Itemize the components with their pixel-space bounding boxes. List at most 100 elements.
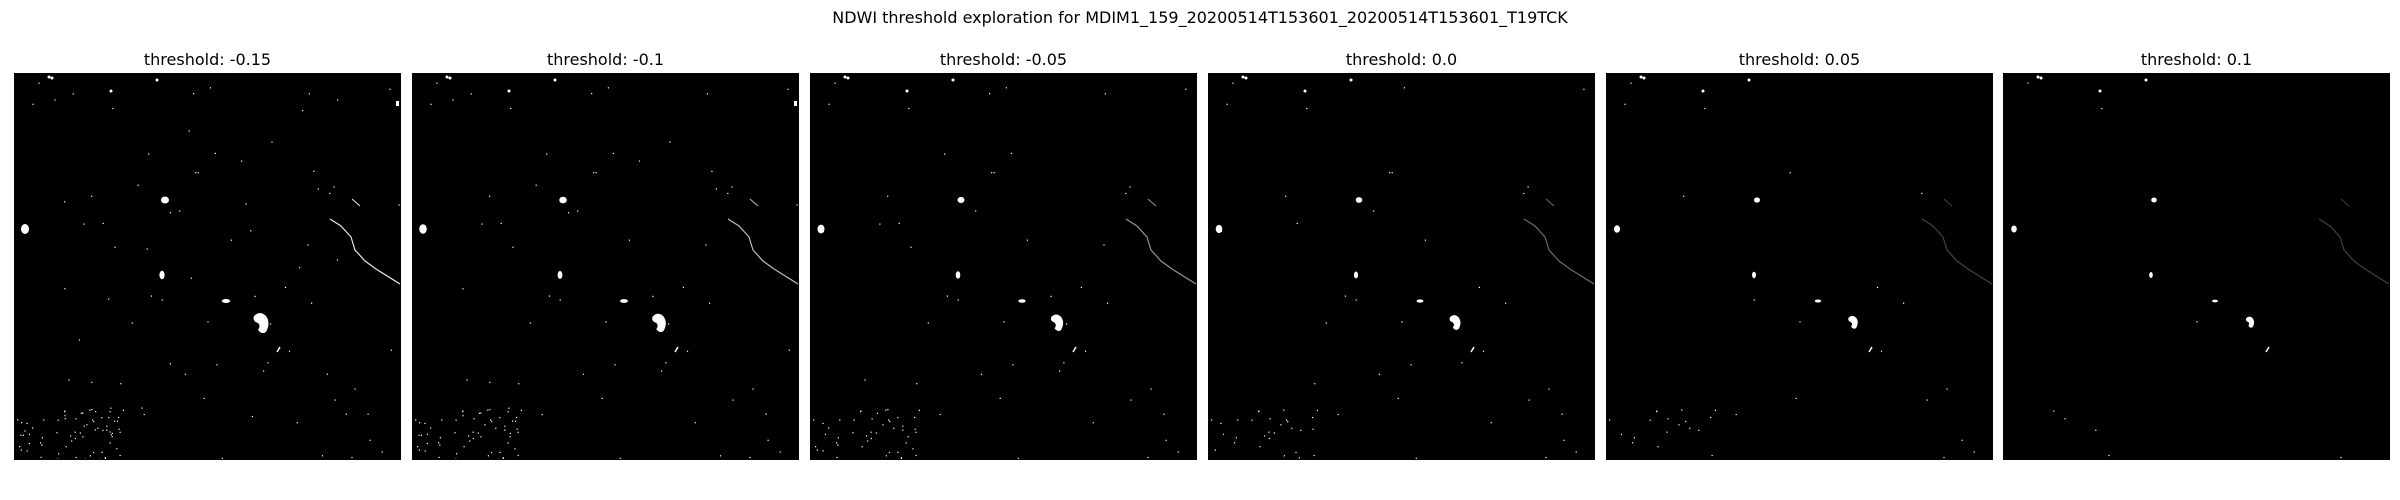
lake-shape bbox=[1814, 299, 1822, 303]
noise-pixel bbox=[1624, 103, 1626, 105]
panel-title: threshold: -0.15 bbox=[143, 50, 272, 69]
noise-pixel bbox=[914, 428, 916, 430]
noise-pixel bbox=[336, 259, 339, 261]
noise-pixel bbox=[490, 419, 492, 421]
noise-pixel bbox=[1092, 422, 1094, 424]
noise-pixel bbox=[517, 431, 519, 433]
noise-pixel bbox=[860, 411, 862, 413]
noise-pixel bbox=[706, 93, 708, 95]
edge-fleck bbox=[396, 101, 399, 106]
lake-shape bbox=[957, 196, 965, 204]
noise-pixel bbox=[79, 432, 81, 434]
noise-pixel bbox=[2064, 418, 2066, 420]
noise-pixel bbox=[58, 453, 60, 455]
noise-pixel bbox=[118, 428, 120, 430]
noise-pixel bbox=[28, 433, 31, 435]
noise-pixel bbox=[2053, 410, 2055, 412]
noise-pixel bbox=[1237, 419, 1239, 421]
noise-pixel bbox=[870, 431, 872, 433]
noise-pixel bbox=[1710, 416, 1712, 419]
water-speck bbox=[47, 75, 51, 79]
lake-shape bbox=[1613, 225, 1621, 233]
noise-pixel bbox=[518, 383, 520, 385]
noise-pixel bbox=[1235, 437, 1237, 439]
water-mask-image bbox=[412, 73, 799, 460]
noise-pixel bbox=[284, 286, 286, 288]
noise-pixel bbox=[1876, 286, 1878, 288]
noise-pixel bbox=[912, 448, 914, 450]
noise-pixel bbox=[1220, 422, 1222, 424]
noise-pixel bbox=[462, 415, 464, 417]
water-speck bbox=[109, 89, 113, 93]
inlet-line bbox=[1470, 346, 1475, 353]
noise-pixel bbox=[669, 141, 671, 143]
noise-pixel bbox=[216, 364, 218, 366]
noise-pixel bbox=[141, 407, 143, 409]
water-mask-svg bbox=[2011, 75, 2389, 459]
noise-pixel bbox=[1314, 383, 1316, 385]
noise-pixel bbox=[1657, 446, 1659, 448]
noise-pixel bbox=[1285, 195, 1287, 197]
noise-pixel bbox=[705, 244, 707, 246]
noise-pixel bbox=[91, 195, 93, 197]
noise-pixel bbox=[559, 299, 561, 301]
noise-pixel bbox=[1681, 409, 1683, 411]
noise-pixel bbox=[591, 93, 593, 95]
noise-pixel bbox=[1337, 413, 1339, 416]
noise-pixel bbox=[106, 429, 108, 431]
noise-pixel bbox=[477, 432, 479, 434]
noise-pixel bbox=[1789, 172, 1791, 174]
noise-pixel bbox=[1163, 413, 1165, 415]
noise-pixel bbox=[72, 93, 74, 95]
noise-pixel bbox=[472, 431, 474, 433]
noise-pixel bbox=[1296, 222, 1298, 224]
noise-pixel bbox=[504, 425, 506, 427]
noise-pixel bbox=[1528, 399, 1530, 401]
water-speck bbox=[1642, 76, 1646, 80]
river-line bbox=[1125, 218, 1196, 285]
inlet-line bbox=[276, 346, 281, 353]
noise-pixel bbox=[472, 437, 474, 440]
noise-pixel bbox=[481, 223, 483, 225]
panel-title: threshold: 0.1 bbox=[2140, 50, 2253, 69]
noise-pixel bbox=[918, 409, 920, 411]
noise-pixel bbox=[989, 93, 991, 95]
noise-pixel bbox=[120, 383, 122, 385]
noise-pixel bbox=[430, 427, 432, 429]
lake-shape bbox=[2151, 197, 2157, 203]
noise-pixel bbox=[914, 416, 916, 419]
water-mask-image bbox=[14, 73, 401, 460]
edge-fleck bbox=[794, 101, 797, 106]
noise-pixel bbox=[390, 349, 392, 351]
noise-pixel bbox=[102, 429, 104, 432]
noise-pixel bbox=[250, 230, 252, 232]
lake-shape bbox=[159, 270, 165, 280]
noise-pixel bbox=[271, 141, 273, 143]
water-speck bbox=[445, 75, 449, 79]
noise-pixel bbox=[337, 99, 339, 101]
water-speck bbox=[1241, 75, 1245, 79]
noise-pixel bbox=[1005, 87, 1007, 89]
noise-pixel bbox=[1234, 442, 1236, 444]
noise-pixel bbox=[507, 442, 509, 444]
panel-threshold-0-05: threshold: 0.05 bbox=[1606, 0, 1993, 500]
noise-pixel bbox=[1424, 239, 1426, 241]
noise-pixel bbox=[504, 429, 506, 431]
noise-pixel bbox=[424, 450, 426, 452]
noise-pixel bbox=[893, 427, 895, 429]
noise-pixel bbox=[131, 322, 133, 324]
noise-pixel bbox=[867, 440, 869, 442]
noise-pixel bbox=[93, 420, 95, 423]
noise-pixel bbox=[668, 323, 670, 325]
water-speck bbox=[1701, 89, 1705, 93]
noise-pixel bbox=[1232, 82, 1234, 84]
noise-pixel bbox=[1355, 299, 1357, 301]
noise-pixel bbox=[1003, 321, 1005, 323]
noise-pixel bbox=[628, 239, 630, 241]
noise-pixel bbox=[32, 103, 34, 105]
lake-shape bbox=[21, 224, 29, 234]
noise-pixel bbox=[836, 442, 838, 444]
noise-pixel bbox=[1165, 439, 1167, 441]
noise-pixel bbox=[837, 437, 839, 439]
noise-pixel bbox=[110, 407, 112, 409]
